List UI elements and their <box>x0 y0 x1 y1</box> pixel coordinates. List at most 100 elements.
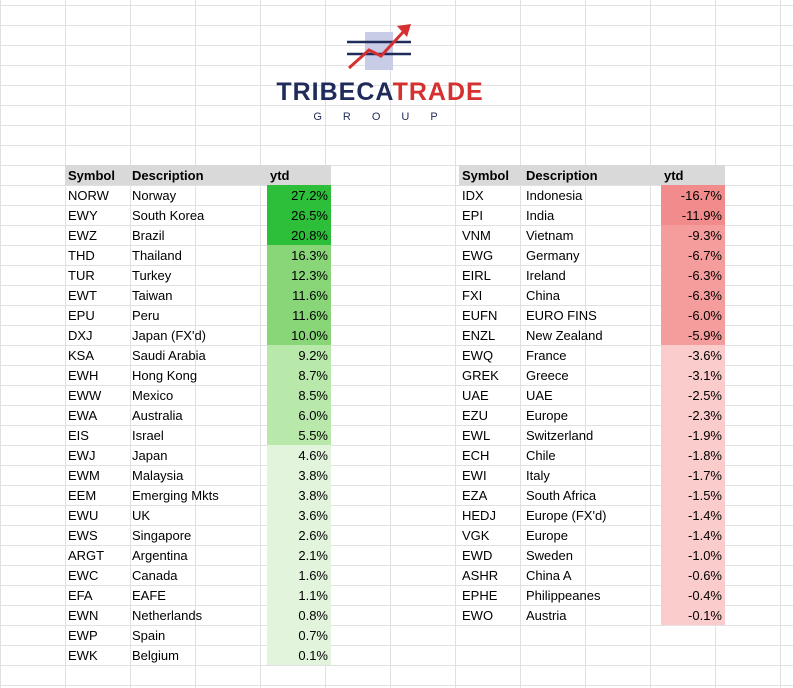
cell-symbol[interactable]: VGK <box>462 527 490 543</box>
cell-ytd[interactable]: -3.6% <box>661 345 725 365</box>
cell-description[interactable]: Chile <box>526 447 556 463</box>
cell-symbol[interactable]: EWP <box>68 627 98 643</box>
cell-ytd[interactable]: -1.4% <box>661 525 725 545</box>
cell-symbol[interactable]: EIS <box>68 427 89 443</box>
cell-symbol[interactable]: TUR <box>68 267 95 283</box>
cell-description[interactable]: Israel <box>132 427 164 443</box>
cell-symbol[interactable]: HEDJ <box>462 507 496 523</box>
cell-ytd[interactable]: -11.9% <box>661 205 725 225</box>
cell-symbol[interactable]: EWH <box>68 367 99 383</box>
cell-symbol[interactable]: EIRL <box>462 267 491 283</box>
cell-symbol[interactable]: EWC <box>68 567 99 583</box>
cell-description[interactable]: Thailand <box>132 247 182 263</box>
column-header-ytd[interactable]: ytd <box>661 165 725 185</box>
cell-ytd[interactable]: -6.7% <box>661 245 725 265</box>
cell-symbol[interactable]: EPHE <box>462 587 498 603</box>
cell-ytd[interactable]: 16.3% <box>267 245 331 265</box>
cell-symbol[interactable]: THD <box>68 247 95 263</box>
cell-ytd[interactable]: -9.3% <box>661 225 725 245</box>
cell-description[interactable]: Europe <box>526 407 568 423</box>
cell-description[interactable]: Norway <box>132 187 177 203</box>
cell-symbol[interactable]: EWO <box>462 607 494 623</box>
cell-ytd[interactable]: -6.0% <box>661 305 725 325</box>
cell-symbol[interactable]: EWN <box>68 607 99 623</box>
cell-description[interactable]: Argentina <box>132 547 188 563</box>
cell-description[interactable]: Turkey <box>132 267 172 283</box>
cell-description[interactable]: France <box>526 347 567 363</box>
cell-symbol[interactable]: EZU <box>462 407 488 423</box>
cell-ytd[interactable]: 5.5% <box>267 425 331 445</box>
cell-description[interactable]: China A <box>526 567 572 583</box>
column-header-description[interactable]: Description <box>523 165 661 185</box>
cell-description[interactable]: UK <box>132 507 151 523</box>
cell-ytd[interactable]: 10.0% <box>267 325 331 345</box>
cell-symbol[interactable]: ECH <box>462 447 490 463</box>
cell-ytd[interactable]: -5.9% <box>661 325 725 345</box>
cell-description[interactable]: Canada <box>132 567 178 583</box>
cell-description[interactable]: India <box>526 207 555 223</box>
cell-description[interactable]: Saudi Arabia <box>132 347 206 363</box>
cell-ytd[interactable]: 27.2% <box>267 185 331 205</box>
cell-description[interactable]: Europe <box>526 527 568 543</box>
cell-symbol[interactable]: EZA <box>462 487 488 503</box>
cell-ytd[interactable]: 26.5% <box>267 205 331 225</box>
cell-description[interactable]: Indonesia <box>526 187 583 203</box>
cell-description[interactable]: Japan <box>132 447 168 463</box>
cell-description[interactable]: China <box>526 287 560 303</box>
cell-ytd[interactable]: 1.6% <box>267 565 331 585</box>
column-header-symbol[interactable]: Symbol <box>459 165 523 185</box>
cell-description[interactable]: Australia <box>132 407 183 423</box>
cell-description[interactable]: Brazil <box>132 227 165 243</box>
cell-symbol[interactable]: EFA <box>68 587 93 603</box>
cell-ytd[interactable]: 2.6% <box>267 525 331 545</box>
cell-description[interactable]: New Zealand <box>526 327 603 343</box>
cell-symbol[interactable]: GREK <box>462 367 499 383</box>
cell-ytd[interactable]: 9.2% <box>267 345 331 365</box>
cell-symbol[interactable]: ARGT <box>68 547 105 563</box>
cell-description[interactable]: Spain <box>132 627 166 643</box>
cell-symbol[interactable]: EWL <box>462 427 491 443</box>
cell-description[interactable]: Italy <box>526 467 550 483</box>
cell-symbol[interactable]: EWG <box>462 247 494 263</box>
cell-description[interactable]: Singapore <box>132 527 192 543</box>
cell-symbol[interactable]: EPI <box>462 207 483 223</box>
cell-description[interactable]: South Africa <box>526 487 597 503</box>
cell-ytd[interactable]: -0.4% <box>661 585 725 605</box>
cell-symbol[interactable]: VNM <box>462 227 491 243</box>
cell-ytd[interactable]: 8.5% <box>267 385 331 405</box>
cell-description[interactable]: Japan (FX'd) <box>132 327 207 343</box>
cell-ytd[interactable]: 6.0% <box>267 405 331 425</box>
cell-ytd[interactable]: 4.6% <box>267 445 331 465</box>
cell-ytd[interactable]: -1.0% <box>661 545 725 565</box>
cell-description[interactable]: EAFE <box>132 587 166 603</box>
cell-ytd[interactable]: 3.6% <box>267 505 331 525</box>
cell-symbol[interactable]: EWU <box>68 507 99 523</box>
cell-symbol[interactable]: EWY <box>68 207 98 223</box>
cell-description[interactable]: Vietnam <box>526 227 574 243</box>
cell-ytd[interactable]: -1.8% <box>661 445 725 465</box>
cell-symbol[interactable]: ASHR <box>462 567 499 583</box>
cell-ytd[interactable]: 3.8% <box>267 485 331 505</box>
cell-ytd[interactable]: 2.1% <box>267 545 331 565</box>
cell-description[interactable]: Mexico <box>132 387 174 403</box>
cell-ytd[interactable]: -3.1% <box>661 365 725 385</box>
cell-symbol[interactable]: NORW <box>68 187 109 203</box>
column-header-symbol[interactable]: Symbol <box>65 165 129 185</box>
cell-symbol[interactable]: EPU <box>68 307 95 323</box>
cell-description[interactable]: South Korea <box>132 207 205 223</box>
cell-ytd[interactable]: -6.3% <box>661 285 725 305</box>
cell-symbol[interactable]: EEM <box>68 487 97 503</box>
cell-description[interactable]: Belgium <box>132 647 179 663</box>
cell-description[interactable]: Philippeanes <box>526 587 601 603</box>
cell-ytd[interactable]: -0.6% <box>661 565 725 585</box>
cell-description[interactable]: Austria <box>526 607 567 623</box>
cell-symbol[interactable]: EWA <box>68 407 98 423</box>
cell-symbol[interactable]: EWJ <box>68 447 96 463</box>
cell-description[interactable]: Malaysia <box>132 467 184 483</box>
cell-ytd[interactable]: -2.5% <box>661 385 725 405</box>
cell-description[interactable]: Netherlands <box>132 607 203 623</box>
cell-ytd[interactable]: 3.8% <box>267 465 331 485</box>
cell-ytd[interactable]: 11.6% <box>267 285 331 305</box>
cell-description[interactable]: Europe (FX'd) <box>526 507 607 523</box>
cell-ytd[interactable]: -6.3% <box>661 265 725 285</box>
